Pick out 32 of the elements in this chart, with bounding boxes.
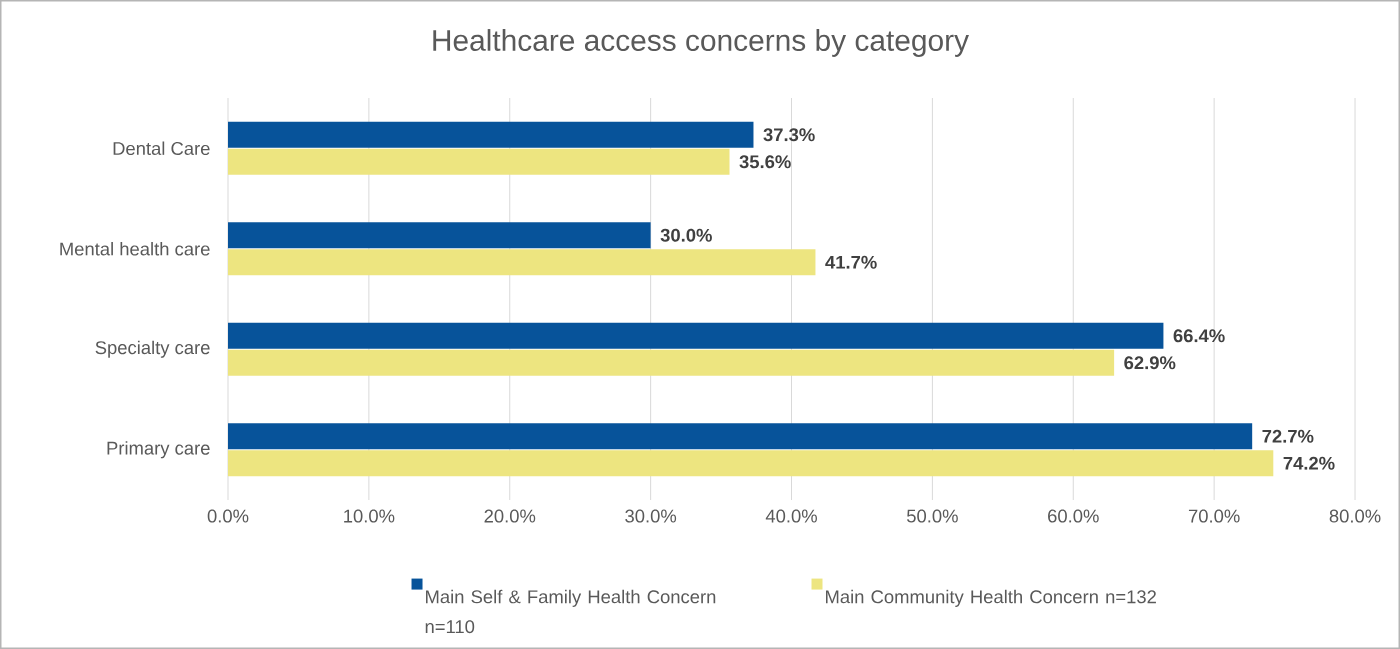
x-tick-label: 10.0% [344, 509, 395, 523]
data-label: 41.7% [825, 255, 877, 269]
bar [228, 222, 651, 249]
x-tick-label: 40.0% [765, 509, 817, 523]
bar [228, 148, 730, 175]
data-label: 37.3% [763, 128, 815, 142]
data-label: 72.7% [1262, 429, 1314, 443]
y-tick-label: Primary care [107, 441, 210, 459]
y-tick-label: Specialty care [95, 340, 210, 358]
x-tick-label: 0.0% [207, 509, 249, 523]
bar [228, 249, 816, 276]
bar [228, 121, 754, 148]
bar [228, 423, 1253, 450]
legend-label: Main Self & Family Health Concern n=110 [425, 589, 716, 634]
x-tick-label: 50.0% [906, 509, 958, 523]
chart-title: Healthcare access concerns by category [433, 29, 969, 57]
x-tick-label: 80.0% [1329, 509, 1381, 523]
x-tick-label: 60.0% [1048, 509, 1099, 523]
bar [228, 322, 1164, 349]
x-tick-label: 70.0% [1188, 509, 1240, 523]
y-tick-label: Mental health care [60, 241, 210, 256]
y-tick-label: Dental Care [113, 141, 210, 156]
data-label: 74.2% [1283, 456, 1335, 470]
data-label: 35.6% [739, 155, 791, 169]
data-label: 66.4% [1173, 329, 1225, 343]
data-label: 62.9% [1124, 356, 1176, 370]
x-tick-label: 30.0% [625, 509, 677, 523]
x-tick-label: 20.0% [484, 509, 536, 523]
bar [228, 349, 1115, 376]
bar [228, 450, 1274, 477]
data-label: 30.0% [660, 228, 712, 242]
legend-label: Main Community Health Concern n=132 [826, 589, 1156, 607]
